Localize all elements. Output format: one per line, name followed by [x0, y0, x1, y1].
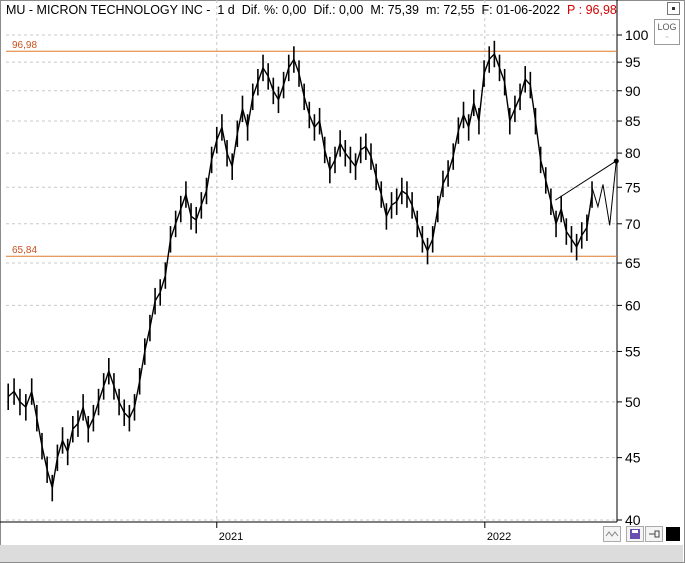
pin-icon[interactable] — [645, 526, 663, 542]
dif-pct-label: Dif. %: — [241, 3, 279, 17]
y-tick-label: 45 — [625, 450, 641, 466]
price-label: P : — [567, 3, 583, 17]
dif-label: Dif.: — [313, 3, 336, 17]
min-value: 72,55 — [443, 3, 475, 17]
log-scale-sub: ~ — [665, 35, 669, 41]
projection-path — [591, 161, 617, 226]
y-tick-label: 100 — [625, 27, 649, 43]
y-tick-label: 80 — [625, 145, 641, 161]
price-line — [7, 52, 593, 489]
y-tick-label: 75 — [625, 179, 641, 195]
horizontal-level-label: 65,84 — [12, 245, 37, 256]
y-tick-label: 65 — [625, 255, 641, 271]
period-label[interactable]: 1 d — [217, 3, 235, 17]
horizontal-scrollbar[interactable] — [0, 545, 683, 562]
trendline — [555, 160, 618, 201]
grid — [6, 0, 617, 522]
max-value: 75,39 — [387, 3, 419, 17]
max-label: M: — [370, 3, 385, 17]
horizontal-lines[interactable]: 96,98 65,84 — [6, 40, 617, 257]
price-series — [7, 40, 593, 502]
y-tick-label: 55 — [625, 343, 641, 359]
y-tick-label: 90 — [625, 83, 641, 99]
log-scale-toggle[interactable]: LOG ~ — [654, 19, 680, 45]
y-tick-label: 40 — [625, 512, 641, 528]
log-scale-label: LOG — [657, 22, 677, 32]
axes: 40 45 50 55 60 65 70 75 80 85 90 95 100 2021 2022 — [0, 0, 649, 543]
y-tick-label: 60 — [625, 297, 641, 313]
chart-header: MU - MICRON TECHNOLOGY INC - 1 d Dif. %:… — [6, 3, 617, 17]
projection-end-marker — [613, 158, 619, 164]
y-tick-label: 95 — [625, 54, 641, 70]
wave-icon[interactable] — [603, 526, 621, 542]
date-label: F: — [481, 3, 493, 17]
drawings[interactable] — [555, 158, 619, 226]
dif-value: 0,00 — [339, 3, 364, 17]
dif-pct-value: 0,00 — [282, 3, 307, 17]
horizontal-level-label: 96,98 — [12, 40, 37, 51]
x-tick-label: 2021 — [219, 531, 243, 543]
date-value: 01-06-2022 — [496, 3, 561, 17]
color-swatch-icon[interactable] — [666, 527, 680, 541]
symbol-title: MU - MICRON TECHNOLOGY INC - — [6, 3, 211, 17]
y-tick-label: 85 — [625, 113, 641, 129]
x-tick-label: 2022 — [487, 531, 511, 543]
save-icon[interactable] — [626, 526, 644, 542]
y-tick-label: 50 — [625, 394, 641, 410]
price-value: 96,98 — [585, 3, 617, 17]
min-label: m: — [425, 3, 440, 17]
close-icon[interactable] — [667, 2, 680, 15]
y-tick-label: 70 — [625, 216, 641, 232]
